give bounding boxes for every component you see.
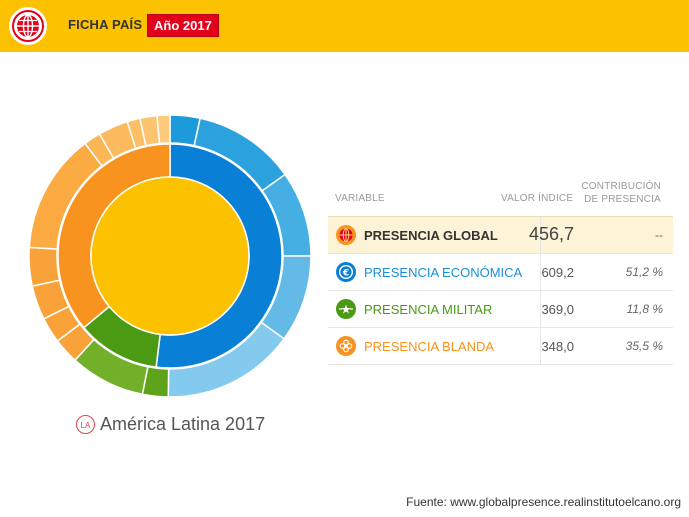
- column-divider: [540, 254, 541, 290]
- table-row-economic[interactable]: € PRESENCIA ECONÓMICA 609,2 51,2 %: [328, 254, 673, 291]
- euro-icon: €: [336, 262, 356, 282]
- row-name: PRESENCIA MILITAR: [364, 302, 493, 317]
- table-row-military[interactable]: PRESENCIA MILITAR 369,0 11,8 %: [328, 291, 673, 328]
- row-value: 369,0: [541, 302, 574, 317]
- sunburst-chart: [28, 114, 312, 398]
- row-contribution: 35,5 %: [625, 339, 663, 353]
- header-value: VALOR ÍNDICE: [501, 193, 574, 204]
- column-divider: [540, 291, 541, 327]
- global-center-circle[interactable]: [90, 176, 250, 336]
- row-name: PRESENCIA BLANDA: [364, 339, 495, 354]
- outer-ring-segment-16[interactable]: [156, 114, 171, 145]
- svg-text:€: €: [342, 269, 349, 279]
- outer-ring-segment-10[interactable]: [28, 246, 61, 288]
- row-name: PRESENCIA GLOBAL: [364, 228, 498, 243]
- source-text: Fuente: www.globalpresence.realinstituto…: [406, 495, 681, 509]
- header-variable: VARIABLE: [335, 193, 385, 204]
- military-star-icon: [336, 299, 356, 319]
- flower-icon: [336, 336, 356, 356]
- region-icon: LA: [76, 414, 95, 434]
- header-contribution-line1: CONTRIBUCIÓN: [581, 181, 661, 192]
- column-divider: [540, 328, 541, 364]
- row-contribution: --: [655, 228, 663, 242]
- header-contribution: CONTRIBUCIÓN DE PRESENCIA: [581, 180, 661, 206]
- row-name: PRESENCIA ECONÓMICA: [364, 265, 523, 280]
- header-contribution-line2: DE PRESENCIA: [584, 194, 661, 205]
- presence-table: VARIABLE VALOR ÍNDICE CONTRIBUCIÓN DE PR…: [328, 176, 673, 365]
- table-row-soft[interactable]: PRESENCIA BLANDA 348,0 35,5 %: [328, 328, 673, 365]
- globe-logo-icon: [9, 7, 47, 45]
- table-row-global[interactable]: PRESENCIA GLOBAL 456,7 --: [328, 216, 673, 254]
- table-header: VARIABLE VALOR ÍNDICE CONTRIBUCIÓN DE PR…: [328, 176, 673, 216]
- column-divider: [540, 217, 541, 253]
- row-value: 348,0: [541, 339, 574, 354]
- row-value: 456,7: [528, 224, 574, 244]
- page-title: FICHA PAÍS: [68, 17, 143, 32]
- row-contribution: 11,8 %: [626, 302, 663, 316]
- region-name: América Latina 2017: [100, 413, 266, 434]
- region-label: LA América Latina 2017: [76, 412, 265, 436]
- row-value: 609,2: [541, 265, 574, 280]
- header-bar: FICHA PAÍS Año 2017: [0, 0, 689, 52]
- year-badge[interactable]: Año 2017: [147, 14, 219, 37]
- row-contribution: 51,2 %: [625, 265, 663, 279]
- globe-icon: [336, 225, 356, 245]
